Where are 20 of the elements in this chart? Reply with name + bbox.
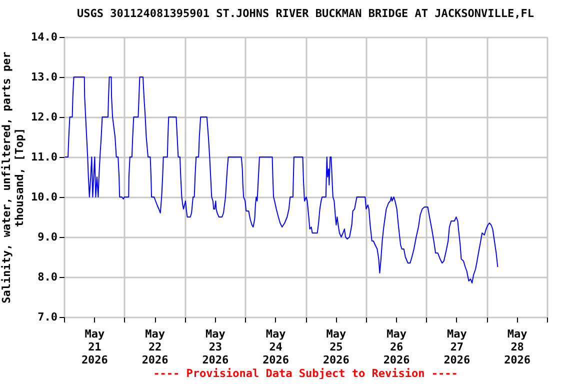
y-tick-label: 8.0 (38, 270, 58, 284)
y-tick-label: 7.0 (38, 310, 58, 324)
x-tick-label: May 24 2026 (262, 328, 290, 366)
text: ---- Provisional Data Subject to Revision ---- (153, 367, 458, 380)
y-tick-label: 10.0 (31, 190, 58, 204)
y-tick-label: 13.0 (31, 70, 58, 84)
y-tick-label: 11.0 (31, 150, 58, 164)
y-tick-label: 14.0 (31, 30, 58, 44)
y-tick-label: 9.0 (38, 230, 58, 244)
y-tick-label: 12.0 (31, 110, 58, 124)
x-tick-label: May 22 2026 (142, 328, 169, 366)
x-tick-label: May 26 2026 (383, 328, 410, 366)
x-tick-label: May 28 2026 (504, 328, 531, 366)
y-axis-title: Salinity, water, unfiltered, parts per thousand, [Top] (0, 51, 26, 304)
chart-title: USGS 301124081395901 ST.JOHNS RIVER BUCKMAN BRIDGE AT JACKSONVILLE,FL (77, 7, 534, 20)
x-tick-label: May 23 2026 (202, 328, 230, 366)
x-tick-label: May 21 2026 (81, 328, 108, 366)
line-series (64, 76, 498, 284)
x-tick-label: May 27 2026 (444, 328, 471, 366)
x-tick-label: May 25 2026 (322, 328, 350, 366)
